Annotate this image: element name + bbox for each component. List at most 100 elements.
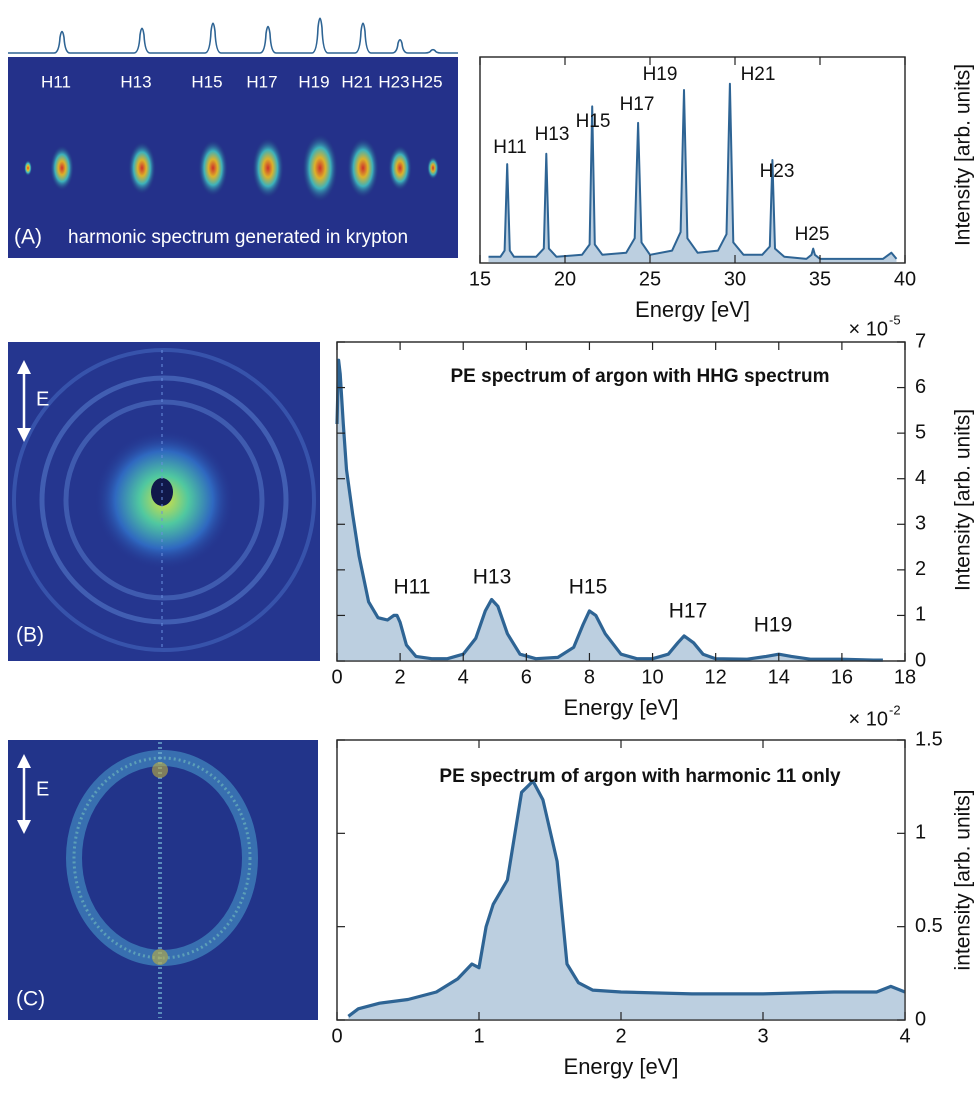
peak-label: H13 bbox=[473, 566, 512, 589]
x-tick-label: 0 bbox=[331, 666, 342, 688]
x-tick-label: 40 bbox=[894, 268, 916, 290]
x-tick-label: 4 bbox=[899, 1025, 910, 1047]
plot-area bbox=[479, 56, 906, 264]
x-tick-label: 12 bbox=[705, 666, 727, 688]
field-label: E bbox=[36, 778, 49, 800]
y-axis-label: Intensity [arb. units] bbox=[952, 409, 975, 591]
polarization-arrow bbox=[17, 754, 31, 834]
chart-title: PE spectrum of argon with harmonic 11 on… bbox=[439, 766, 841, 787]
y-tick-label: 5 bbox=[915, 421, 926, 443]
y-tick-label: 1.5 bbox=[915, 728, 943, 750]
multiplier-exponent: -5 bbox=[889, 312, 901, 327]
harmonic-label: H25 bbox=[411, 72, 442, 91]
x-tick-label: 2 bbox=[615, 1025, 626, 1047]
harmonic-label: H23 bbox=[378, 72, 409, 91]
panel-label: (A) bbox=[14, 226, 42, 249]
peak-label: H19 bbox=[643, 64, 678, 85]
area-fill bbox=[348, 781, 905, 1020]
image-a-layer: H11 H13 H15 H17 H19 H21 H23 H25 bbox=[8, 17, 458, 203]
multiplier-base: × 10 bbox=[849, 318, 888, 340]
x-tick-label: 18 bbox=[894, 666, 916, 688]
spectrum-line bbox=[488, 82, 898, 260]
image-c bbox=[8, 740, 318, 1020]
harmonic-label: H21 bbox=[341, 72, 372, 91]
harmonic-spot bbox=[388, 145, 412, 191]
harmonic-spot bbox=[128, 141, 156, 195]
rings bbox=[12, 348, 316, 652]
image-caption: harmonic spectrum generated in krypton bbox=[68, 227, 408, 248]
y-tick-label: 0.5 bbox=[915, 915, 943, 937]
peak-label: H13 bbox=[535, 124, 570, 145]
x-tick-label: 4 bbox=[458, 666, 469, 688]
peak-label: H25 bbox=[795, 224, 830, 245]
y-axis-label: intensity [arb. units] bbox=[952, 790, 975, 971]
multiplier-exponent: -2 bbox=[889, 702, 901, 717]
x-tick-label: 1 bbox=[473, 1025, 484, 1047]
peak-label: H15 bbox=[576, 111, 611, 132]
harmonic-label: H11 bbox=[41, 72, 71, 91]
y-tick-label: 1 bbox=[915, 822, 926, 844]
x-tick-label: 3 bbox=[757, 1025, 768, 1047]
ring-c bbox=[66, 742, 258, 1018]
x-tick-label: 30 bbox=[724, 268, 746, 290]
panel-label: (C) bbox=[16, 988, 45, 1011]
plot-frame bbox=[336, 341, 906, 662]
panel-label: (B) bbox=[16, 624, 44, 647]
peak-label: H17 bbox=[620, 94, 655, 115]
spectrum-line bbox=[347, 779, 906, 1018]
multiplier-base: × 10 bbox=[849, 708, 888, 730]
y-axis-label: Intensity [arb. units] bbox=[952, 64, 975, 246]
profile-line bbox=[8, 17, 458, 54]
peak-label: H11 bbox=[394, 576, 431, 599]
field-label: E bbox=[36, 388, 49, 410]
chart-title: PE spectrum of argon with HHG spectrum bbox=[451, 366, 830, 387]
peak-label: H19 bbox=[754, 614, 793, 637]
peak-label: H23 bbox=[760, 161, 795, 182]
x-tick-label: 6 bbox=[521, 666, 532, 688]
x-tick-label: 16 bbox=[831, 666, 853, 688]
x-axis-label: Energy [eV] bbox=[564, 695, 679, 720]
harmonic-spot bbox=[50, 145, 74, 191]
x-tick-label: 0 bbox=[331, 1025, 342, 1047]
harmonic-spot bbox=[252, 137, 284, 199]
y-tick-label: 3 bbox=[915, 513, 926, 535]
plot-area bbox=[336, 739, 906, 1021]
x-tick-label: 8 bbox=[584, 666, 595, 688]
harmonic-spot bbox=[198, 139, 228, 197]
y-tick-label: 4 bbox=[915, 467, 926, 489]
x-tick-label: 25 bbox=[639, 268, 661, 290]
y-tick-label: 0 bbox=[915, 1008, 926, 1030]
y-tick-label: 7 bbox=[915, 330, 926, 352]
x-axis-label: Energy [eV] bbox=[564, 1054, 679, 1079]
harmonic-label: H15 bbox=[191, 72, 222, 91]
peak-label: H17 bbox=[669, 600, 708, 623]
x-tick-label: 10 bbox=[641, 666, 663, 688]
y-tick-label: 1 bbox=[915, 604, 926, 626]
polarization-arrow bbox=[17, 360, 31, 442]
x-tick-label: 20 bbox=[554, 268, 576, 290]
y-tick-label: 6 bbox=[915, 376, 926, 398]
harmonic-spot bbox=[427, 156, 439, 180]
peak-label: H11 bbox=[493, 137, 526, 158]
x-tick-label: 2 bbox=[395, 666, 406, 688]
x-axis-label: Energy [eV] bbox=[635, 297, 750, 322]
y-tick-label: 2 bbox=[915, 558, 926, 580]
x-tick-label: 14 bbox=[768, 666, 790, 688]
x-tick-label: 15 bbox=[469, 268, 491, 290]
harmonic-image bbox=[8, 57, 458, 258]
area-fill bbox=[337, 360, 883, 661]
peak-label: H21 bbox=[741, 64, 776, 85]
harmonic-label: H13 bbox=[120, 72, 151, 91]
y-tick-label: 0 bbox=[915, 649, 926, 671]
peak-label: H15 bbox=[569, 576, 608, 599]
harmonic-label: H19 bbox=[298, 72, 329, 91]
side-spot bbox=[24, 160, 32, 176]
x-tick-label: 35 bbox=[809, 268, 831, 290]
harmonic-spot bbox=[347, 137, 379, 199]
spectrum-line bbox=[335, 358, 883, 662]
harmonic-label: H17 bbox=[246, 72, 277, 91]
harmonic-spot bbox=[302, 133, 338, 203]
plot-area bbox=[336, 341, 906, 662]
